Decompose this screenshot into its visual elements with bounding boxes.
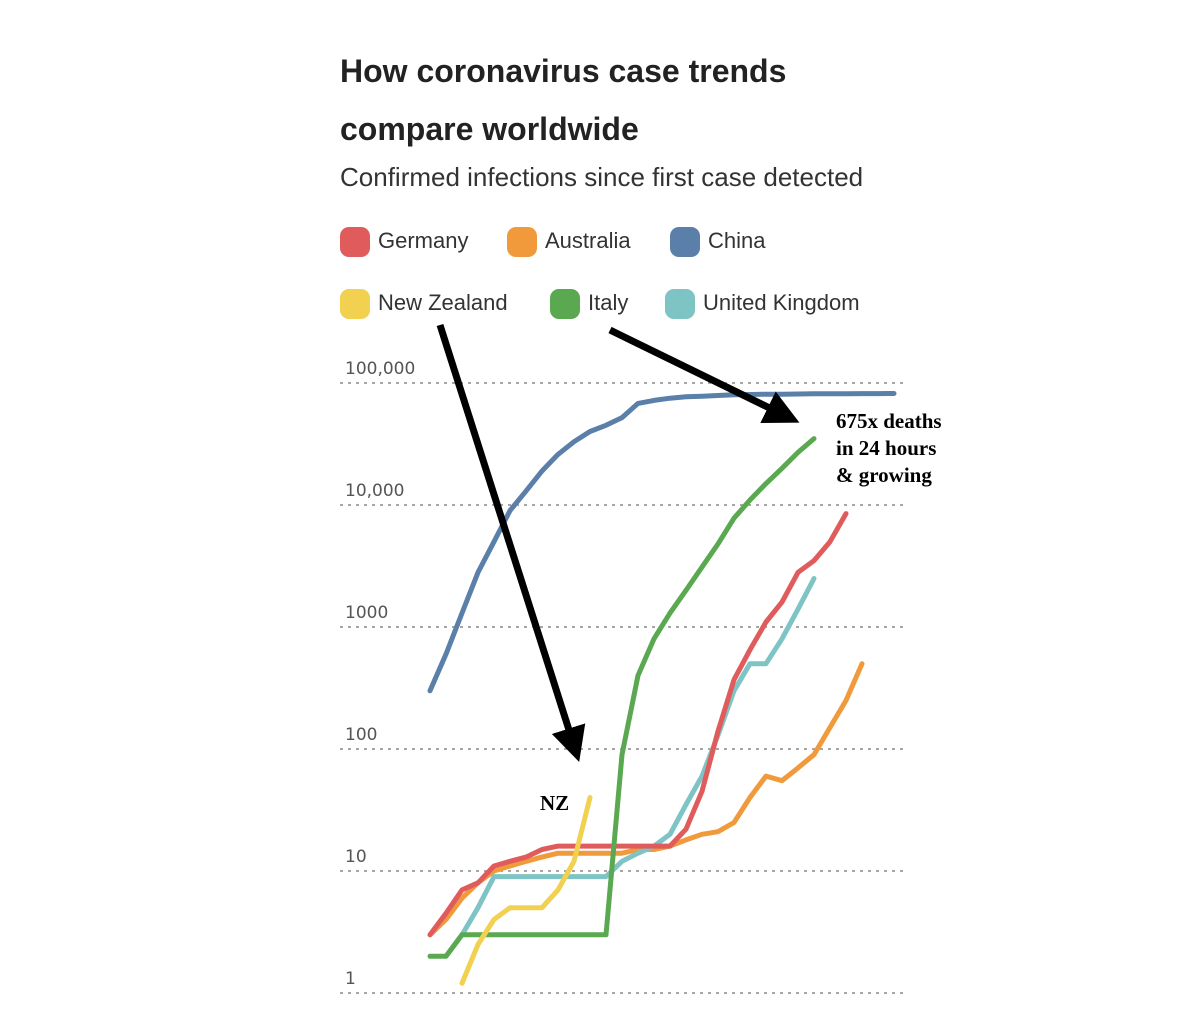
- series-line: [443, 576, 817, 959]
- series-line: [427, 391, 897, 694]
- legend-label: Italy: [588, 290, 628, 315]
- y-tick-label: 100,000: [345, 359, 415, 379]
- legend-label: Germany: [378, 228, 468, 253]
- series-line: [427, 436, 817, 959]
- legend-swatch: [665, 289, 695, 319]
- annotation: & growing: [836, 463, 932, 487]
- arrow: [608, 326, 800, 423]
- series-line: [459, 795, 593, 986]
- y-tick-label: 10: [345, 847, 367, 867]
- legend-swatch: [340, 227, 370, 257]
- legend-swatch: [340, 289, 370, 319]
- y-tick-label: 100: [345, 725, 377, 745]
- annotation: 675x deaths: [836, 409, 942, 433]
- series-line: [427, 661, 865, 938]
- annotation: in 24 hours: [836, 436, 936, 460]
- series-line: [427, 511, 849, 938]
- annotation: NZ: [540, 791, 569, 815]
- legend-label: United Kingdom: [703, 290, 860, 315]
- legend-label: Australia: [545, 228, 631, 253]
- arrow: [436, 323, 586, 763]
- chart-title: How coronavirus case trends compare worl…: [340, 53, 787, 147]
- legend-swatch: [670, 227, 700, 257]
- legend-swatch: [507, 227, 537, 257]
- legend-label: New Zealand: [378, 290, 508, 315]
- legend-swatch: [550, 289, 580, 319]
- y-tick-label: 1000: [345, 603, 388, 623]
- chart-subtitle: Confirmed infections since first case de…: [340, 162, 864, 192]
- y-tick-label: 10,000: [345, 481, 404, 501]
- legend-label: China: [708, 228, 766, 253]
- y-tick-label: 1: [345, 969, 356, 989]
